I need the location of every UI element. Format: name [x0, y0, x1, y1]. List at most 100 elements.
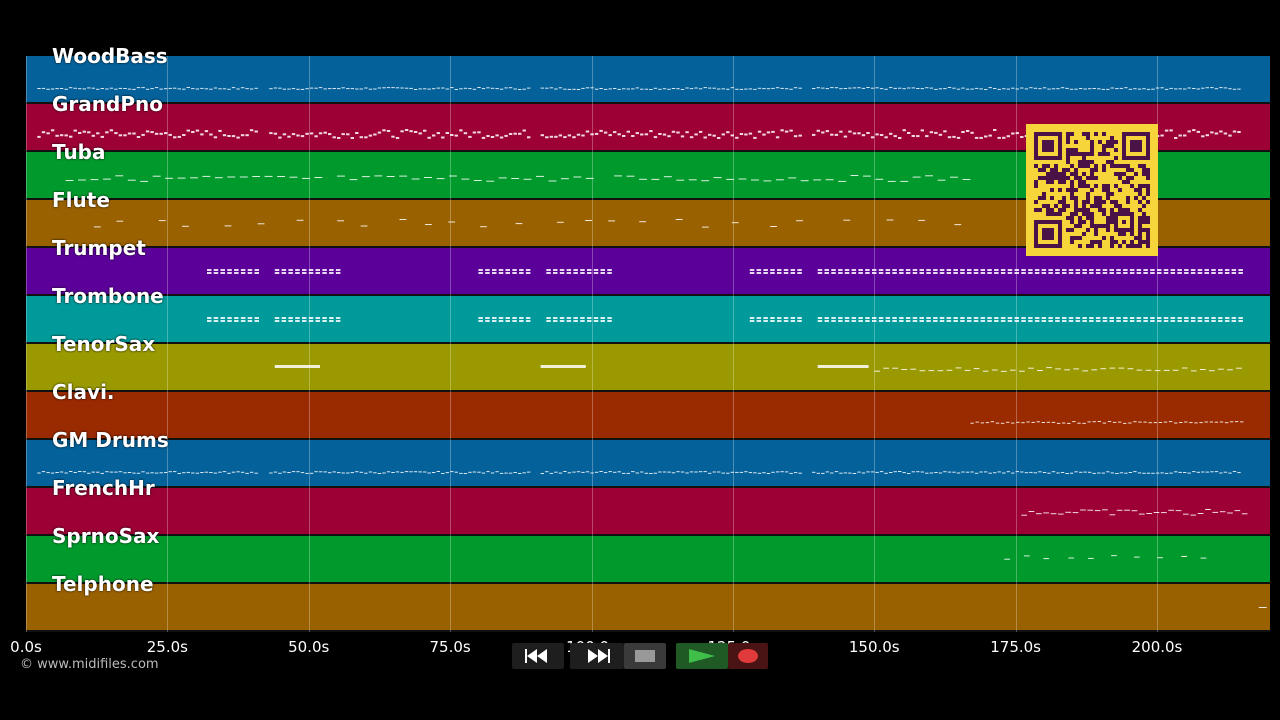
note-mark	[1038, 88, 1042, 90]
qr-module	[1094, 240, 1098, 244]
stop-button[interactable]	[624, 643, 666, 669]
note-mark	[1218, 269, 1223, 271]
qr-module	[1074, 152, 1078, 156]
note-mark	[278, 472, 282, 474]
note-mark	[273, 471, 278, 473]
qr-module	[1042, 192, 1046, 196]
note-mark	[952, 135, 956, 138]
note-mark	[866, 87, 870, 88]
note-mark	[377, 87, 382, 89]
note-mark	[1201, 471, 1205, 473]
qr-module	[1098, 244, 1102, 248]
note-mark	[305, 132, 309, 135]
qr-module	[1138, 164, 1142, 168]
note-mark	[302, 269, 307, 271]
qr-module	[1106, 140, 1110, 144]
qr-module	[1066, 148, 1070, 152]
note-mark	[974, 136, 979, 139]
note-mark	[281, 317, 287, 319]
note-mark	[145, 88, 150, 90]
fast-forward-button[interactable]	[570, 643, 624, 669]
note-mark	[1006, 421, 1010, 423]
note-mark	[1229, 421, 1234, 423]
qr-module	[1082, 208, 1086, 212]
record-button[interactable]	[728, 643, 768, 669]
qr-module	[1082, 152, 1086, 156]
note-mark	[505, 269, 510, 271]
qr-module	[1142, 204, 1146, 208]
note-mark	[308, 272, 314, 274]
note-mark	[1224, 320, 1230, 322]
note-mark	[865, 317, 870, 319]
note-mark	[498, 320, 504, 322]
note-mark	[269, 88, 273, 90]
qr-module	[1042, 140, 1054, 152]
note-mark	[1073, 368, 1079, 370]
qr-module	[1058, 180, 1062, 184]
note-mark	[953, 269, 958, 271]
note-mark	[1163, 369, 1170, 371]
note-mark	[1014, 317, 1019, 319]
note-mark	[55, 472, 59, 473]
note-mark	[780, 471, 784, 473]
note-mark	[1143, 421, 1147, 423]
note-mark	[1204, 421, 1208, 423]
note-mark	[1109, 272, 1114, 274]
note-mark	[87, 87, 91, 89]
note-mark	[1231, 269, 1237, 271]
qr-module	[1110, 236, 1114, 240]
note-mark	[546, 320, 551, 322]
note-mark	[789, 472, 793, 474]
note-mark	[1082, 370, 1089, 372]
note-mark	[454, 134, 458, 137]
note-mark	[82, 130, 86, 133]
note-mark	[478, 272, 483, 274]
note-mark	[1074, 471, 1078, 473]
play-button[interactable]	[676, 643, 728, 669]
qr-module	[1034, 164, 1038, 168]
qr-module	[1058, 200, 1062, 204]
note-mark	[884, 136, 888, 139]
note-mark	[961, 87, 965, 89]
note-mark	[1128, 88, 1133, 90]
note-mark	[956, 136, 961, 139]
note-mark	[499, 472, 504, 474]
note-mark	[527, 471, 531, 473]
qr-module	[1130, 244, 1134, 248]
note-mark	[703, 471, 707, 473]
qr-module	[1090, 168, 1094, 172]
note-mark	[432, 88, 436, 90]
note-mark	[884, 472, 888, 474]
note-mark	[240, 317, 246, 319]
note-mark	[1160, 134, 1164, 137]
qr-module	[1050, 188, 1054, 192]
note-mark	[1138, 513, 1145, 515]
note-mark	[1092, 88, 1096, 89]
note-mark	[980, 320, 986, 322]
note-mark	[703, 87, 707, 89]
note-mark	[485, 317, 490, 319]
qr-module	[1078, 220, 1082, 224]
note-mark	[1194, 422, 1198, 424]
note-mark	[1102, 269, 1108, 271]
note-mark	[1190, 514, 1197, 516]
note-mark	[69, 471, 73, 472]
qr-module	[1094, 164, 1098, 168]
note-mark	[1214, 421, 1219, 423]
rewind-button[interactable]	[512, 643, 564, 669]
note-mark	[617, 88, 621, 90]
note-mark	[141, 471, 145, 473]
note-mark	[926, 269, 931, 271]
note-mark	[231, 471, 236, 473]
note-mark	[445, 88, 449, 90]
note-mark	[607, 320, 612, 322]
note-mark	[1006, 88, 1010, 90]
note-mark	[400, 471, 404, 473]
note-mark	[459, 472, 463, 474]
note-mark	[797, 269, 802, 271]
note-mark	[213, 136, 218, 139]
note-mark	[1212, 511, 1219, 513]
note-mark	[154, 472, 159, 474]
note-mark	[1011, 132, 1015, 135]
note-mark	[1218, 320, 1223, 322]
